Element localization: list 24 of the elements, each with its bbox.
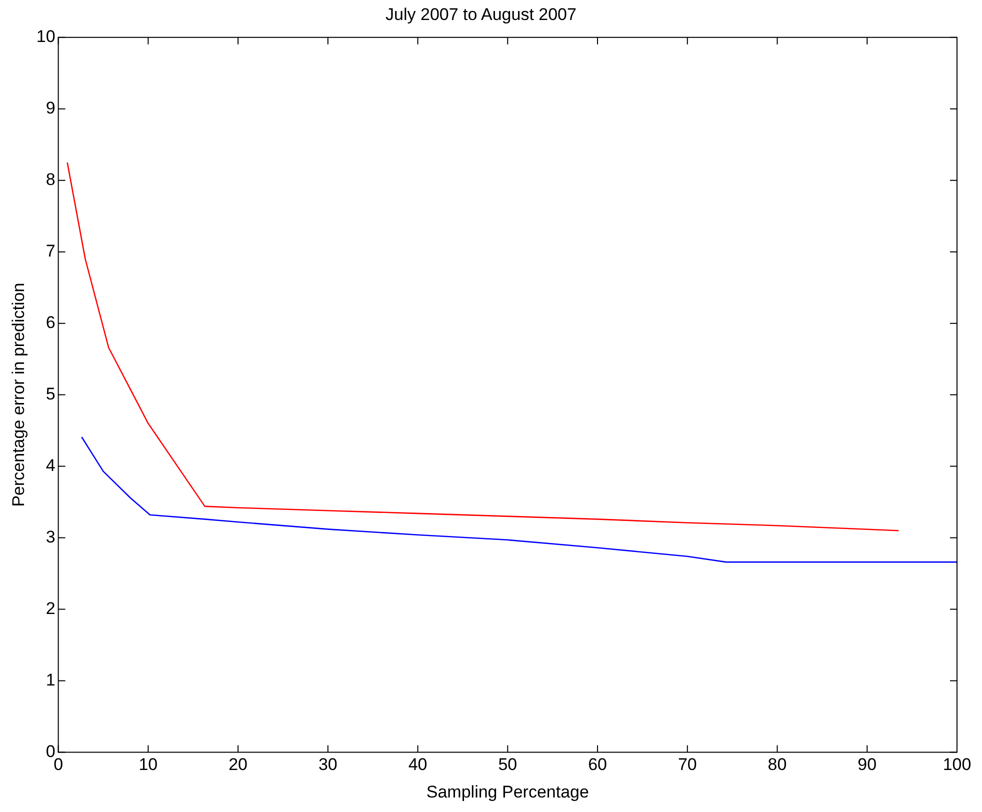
x-tick-label: 80 — [768, 755, 787, 774]
x-tick-label: 30 — [318, 755, 338, 774]
x-tick-label: 100 — [942, 755, 972, 774]
x-tick-label: 20 — [228, 755, 248, 774]
y-tick-label: 5 — [46, 384, 56, 404]
y-tick-label: 4 — [46, 456, 56, 475]
y-tick-label: 8 — [46, 170, 56, 190]
chart-title: July 2007 to August 2007 — [386, 4, 576, 24]
x-tick-label: 50 — [498, 755, 518, 774]
y-tick-label: 0 — [46, 742, 56, 761]
y-tick-label: 3 — [46, 527, 56, 546]
y-axis-title: Percentage error in prediction — [8, 282, 28, 507]
x-tick-label: 70 — [678, 755, 697, 774]
y-tick-label: 1 — [46, 670, 56, 690]
y-tick-label: 10 — [36, 27, 56, 46]
x-tick-label: 90 — [858, 755, 877, 774]
y-tick-label: 6 — [46, 313, 56, 332]
y-tick-label: 7 — [46, 242, 56, 261]
y-tick-label: 2 — [46, 598, 56, 618]
x-axis-title: Sampling Percentage — [426, 782, 589, 802]
x-tick-label: 60 — [588, 755, 607, 774]
x-tick-label: 10 — [138, 755, 158, 774]
y-tick-label: 9 — [46, 98, 56, 118]
x-tick-label: 40 — [408, 755, 428, 774]
